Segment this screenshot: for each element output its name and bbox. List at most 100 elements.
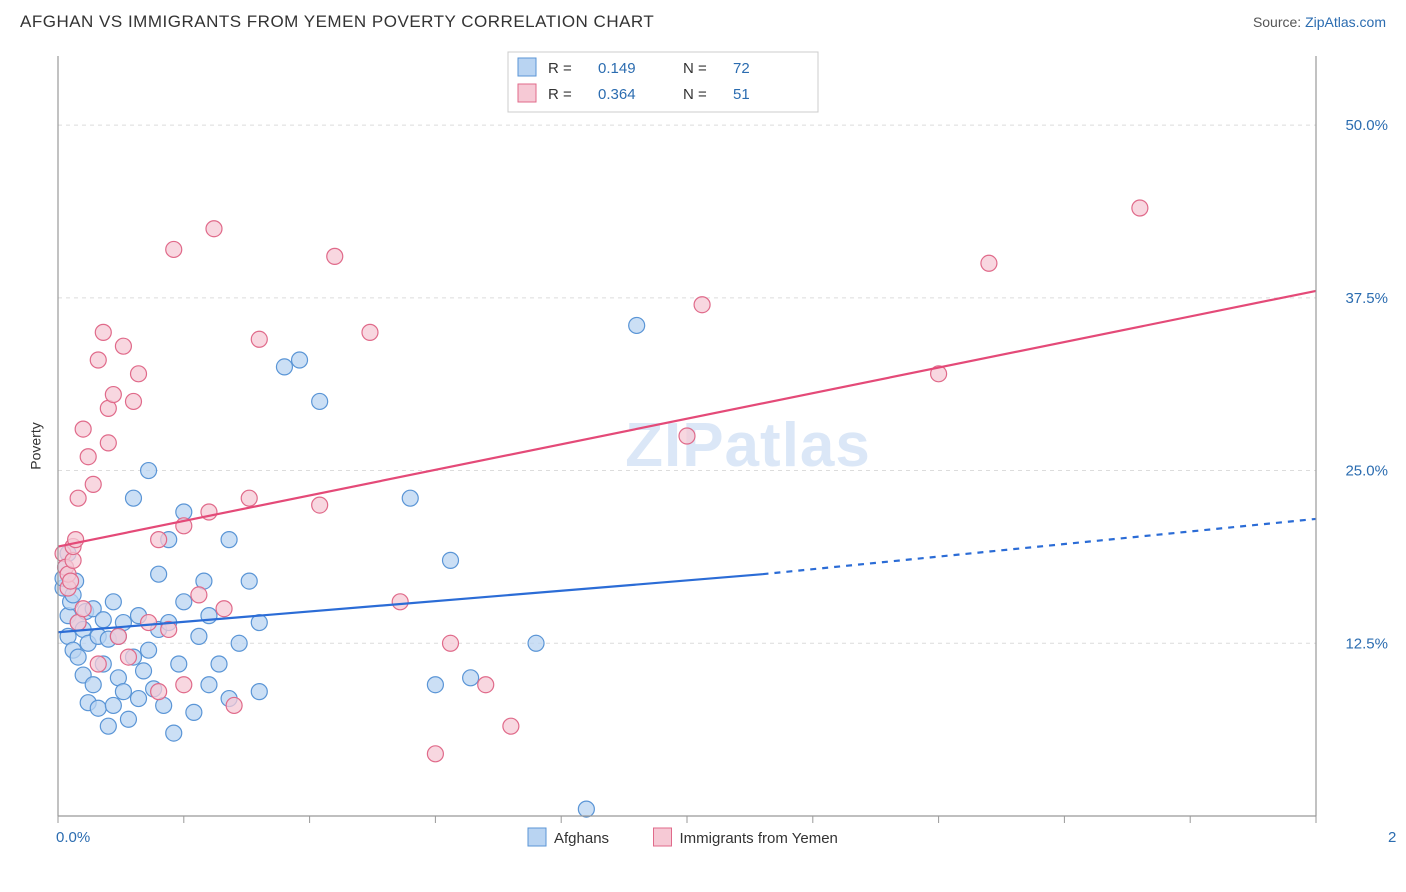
data-point [402,490,418,506]
data-point [70,490,86,506]
data-point [141,642,157,658]
data-point [186,704,202,720]
data-point [131,366,147,382]
data-point [90,352,106,368]
data-point [105,594,121,610]
legend-n-label: N = [683,60,707,77]
source-attribution: Source: ZipAtlas.com [1253,14,1386,30]
data-point [171,656,187,672]
data-point [1132,200,1148,216]
data-point [629,317,645,333]
legend-r-label: R = [548,60,572,77]
data-point [528,635,544,651]
legend-r-value: 0.149 [598,60,636,77]
legend-swatch [528,828,546,846]
legend-bottom: Afghans Immigrants from Yemen [528,828,838,847]
legend-swatch [518,84,536,102]
data-point [105,387,121,403]
data-point [75,601,91,617]
data-point [251,684,267,700]
legend-swatch [654,828,672,846]
data-point [151,566,167,582]
data-point [221,532,237,548]
source-link[interactable]: ZipAtlas.com [1305,14,1386,30]
data-point [206,221,222,237]
data-point [578,801,594,817]
data-point [120,649,136,665]
data-point [85,677,101,693]
data-point [95,324,111,340]
data-point [231,635,247,651]
data-point [75,421,91,437]
data-point [125,490,141,506]
y-tick-label: 50.0% [1345,117,1388,134]
data-point [191,628,207,644]
legend-top-box: R =0.149N =72R =0.364N =51 [508,52,818,112]
data-point [151,684,167,700]
data-point [292,352,308,368]
x-tick-label: 0.0% [56,829,90,846]
data-point [151,532,167,548]
data-point [63,573,79,589]
data-point [176,594,192,610]
data-point [141,615,157,631]
data-point [166,241,182,257]
legend-label: Immigrants from Yemen [680,830,838,847]
legend-n-label: N = [683,86,707,103]
y-tick-label: 37.5% [1345,290,1388,307]
data-point [120,711,136,727]
data-point [136,663,152,679]
data-point [115,338,131,354]
legend-swatch [518,58,536,76]
y-tick-label: 12.5% [1345,635,1388,652]
data-point [105,697,121,713]
data-point [166,725,182,741]
scatter-points [55,200,1148,817]
legend-label: Afghans [554,830,609,847]
data-point [211,656,227,672]
data-point [327,248,343,264]
data-point [226,697,242,713]
chart-title: AFGHAN VS IMMIGRANTS FROM YEMEN POVERTY … [20,12,654,32]
data-point [241,490,257,506]
data-point [90,656,106,672]
legend-n-value: 51 [733,86,750,103]
data-point [251,331,267,347]
data-point [241,573,257,589]
data-point [478,677,494,693]
data-point [362,324,378,340]
data-point [276,359,292,375]
data-point [68,532,84,548]
y-axis-label: Poverty [28,422,44,469]
data-point [216,601,232,617]
data-point [115,684,131,700]
data-point [80,449,96,465]
data-point [90,700,106,716]
y-tick-label: 25.0% [1345,463,1388,480]
chart-area: ZIPatlas 12.5%25.0%37.5%50.0% 0.0%25.0% … [48,46,1396,852]
data-point [191,587,207,603]
data-point [463,670,479,686]
data-point [694,297,710,313]
data-point [981,255,997,271]
chart-header: AFGHAN VS IMMIGRANTS FROM YEMEN POVERTY … [0,0,1406,40]
legend-r-value: 0.364 [598,86,636,103]
trend-afghans-solid [58,574,762,632]
trend-yemen [58,291,1316,547]
data-point [141,463,157,479]
legend-r-label: R = [548,86,572,103]
y-tick-labels: 12.5% 25.0% 37.5% 50.0% [1345,117,1388,652]
data-point [442,552,458,568]
scatter-plot: ZIPatlas 12.5%25.0%37.5%50.0% 0.0%25.0% … [48,46,1396,852]
data-point [70,649,86,665]
data-point [95,612,111,628]
gridlines [58,125,1316,643]
trend-afghans-dashed [762,519,1316,574]
data-point [312,497,328,513]
x-tick-label: 25.0% [1388,829,1396,846]
source-prefix: Source: [1253,14,1305,30]
data-point [442,635,458,651]
data-point [392,594,408,610]
data-point [312,393,328,409]
data-point [125,393,141,409]
